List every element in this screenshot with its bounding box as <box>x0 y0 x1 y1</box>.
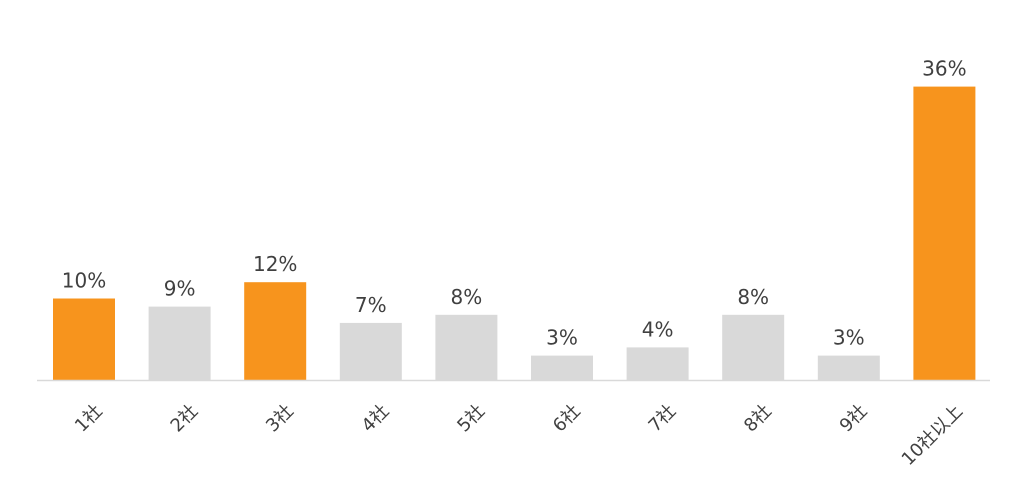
category-label-3: 3社 <box>262 401 298 437</box>
value-label-1: 10% <box>62 269 106 293</box>
value-label-4: 7% <box>355 293 387 317</box>
bar-8 <box>722 314 785 380</box>
bar-1 <box>53 298 115 380</box>
bar-9 <box>817 355 880 381</box>
category-label-9: 9社 <box>836 401 872 437</box>
bar-2 <box>148 306 211 380</box>
value-label-6: 3% <box>546 326 578 350</box>
bar-10 <box>913 86 976 380</box>
category-label-5: 5社 <box>453 401 489 437</box>
bar-6 <box>531 355 593 381</box>
category-label-4: 4社 <box>358 401 394 437</box>
value-label-8: 8% <box>737 285 769 309</box>
category-label-8: 8社 <box>740 401 776 437</box>
value-label-2: 9% <box>164 277 196 301</box>
category-label-10: 10社以上 <box>898 401 967 470</box>
category-label-2: 2社 <box>167 401 203 437</box>
bar-7 <box>626 347 689 380</box>
category-labels-group: 1社 2社 3社 4社 5社 6社 7社 8社 9社 10社以上 <box>71 401 967 470</box>
category-label-7: 7社 <box>645 401 681 437</box>
bars-group <box>53 86 976 381</box>
value-label-9: 3% <box>833 326 865 350</box>
bar-4 <box>339 322 402 380</box>
bar-3 <box>244 282 307 380</box>
value-label-7: 4% <box>642 317 674 341</box>
value-label-5: 8% <box>451 285 483 309</box>
value-label-10: 36% <box>922 57 966 81</box>
category-label-6: 6社 <box>549 401 585 437</box>
value-label-3: 12% <box>253 252 297 276</box>
value-labels-group: 10% 9% 12% 7% 8% 3% 4% 8% 3% 36% <box>62 57 967 350</box>
category-label-1: 1社 <box>71 401 107 437</box>
bar-5 <box>435 314 498 380</box>
